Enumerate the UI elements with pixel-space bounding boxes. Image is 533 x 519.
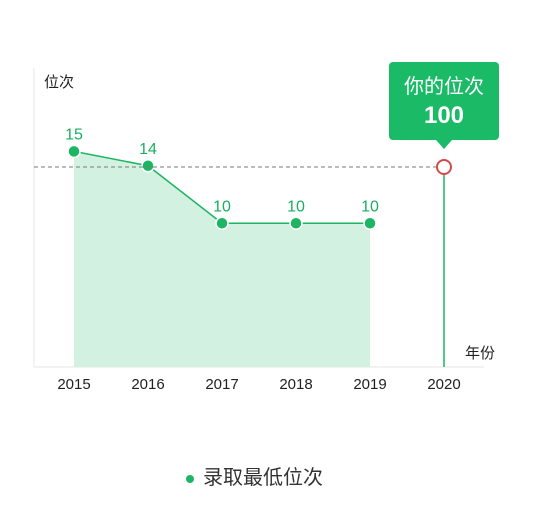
- data-label: 10: [213, 198, 231, 215]
- series-area: [74, 151, 370, 367]
- x-tick-label: 2018: [279, 376, 312, 393]
- x-tick-label: 2019: [353, 376, 386, 393]
- data-label-layer: 15 14 10 10 10: [65, 126, 379, 215]
- tooltip-value: 100: [424, 102, 464, 129]
- data-label: 10: [287, 198, 305, 215]
- tooltip-title: 你的位次: [404, 75, 484, 98]
- x-axis-title: 年份: [465, 345, 495, 362]
- data-point[interactable]: [215, 216, 229, 231]
- data-point[interactable]: [363, 216, 377, 231]
- tooltip-box: [389, 62, 499, 140]
- x-tick-label: 2020: [427, 376, 460, 393]
- x-tick-label: 2016: [131, 376, 164, 393]
- x-tick-label: 2015: [57, 376, 90, 393]
- legend[interactable]: 录取最低位次: [186, 466, 323, 489]
- data-point[interactable]: [289, 216, 303, 231]
- series-point-layer: [67, 144, 377, 231]
- your-rank-marker[interactable]: [436, 159, 452, 175]
- data-label: 15: [65, 126, 83, 143]
- y-axis-title: 位次: [44, 74, 74, 91]
- data-point[interactable]: [141, 159, 155, 173]
- data-label: 10: [361, 198, 379, 215]
- legend-marker: [186, 475, 194, 483]
- your-rank-layer: 你的位次 100: [34, 62, 499, 367]
- data-point[interactable]: [67, 144, 81, 159]
- series-area-layer: [74, 151, 370, 367]
- legend-label: 录取最低位次: [203, 466, 323, 489]
- x-tick-label: 2017: [205, 376, 238, 393]
- your-rank-tooltip: 你的位次 100: [389, 62, 499, 149]
- x-tick-layer: 2015 2016 2017 2018 2019 2020: [57, 376, 460, 393]
- data-label: 14: [139, 141, 157, 158]
- tooltip-arrow: [436, 140, 452, 149]
